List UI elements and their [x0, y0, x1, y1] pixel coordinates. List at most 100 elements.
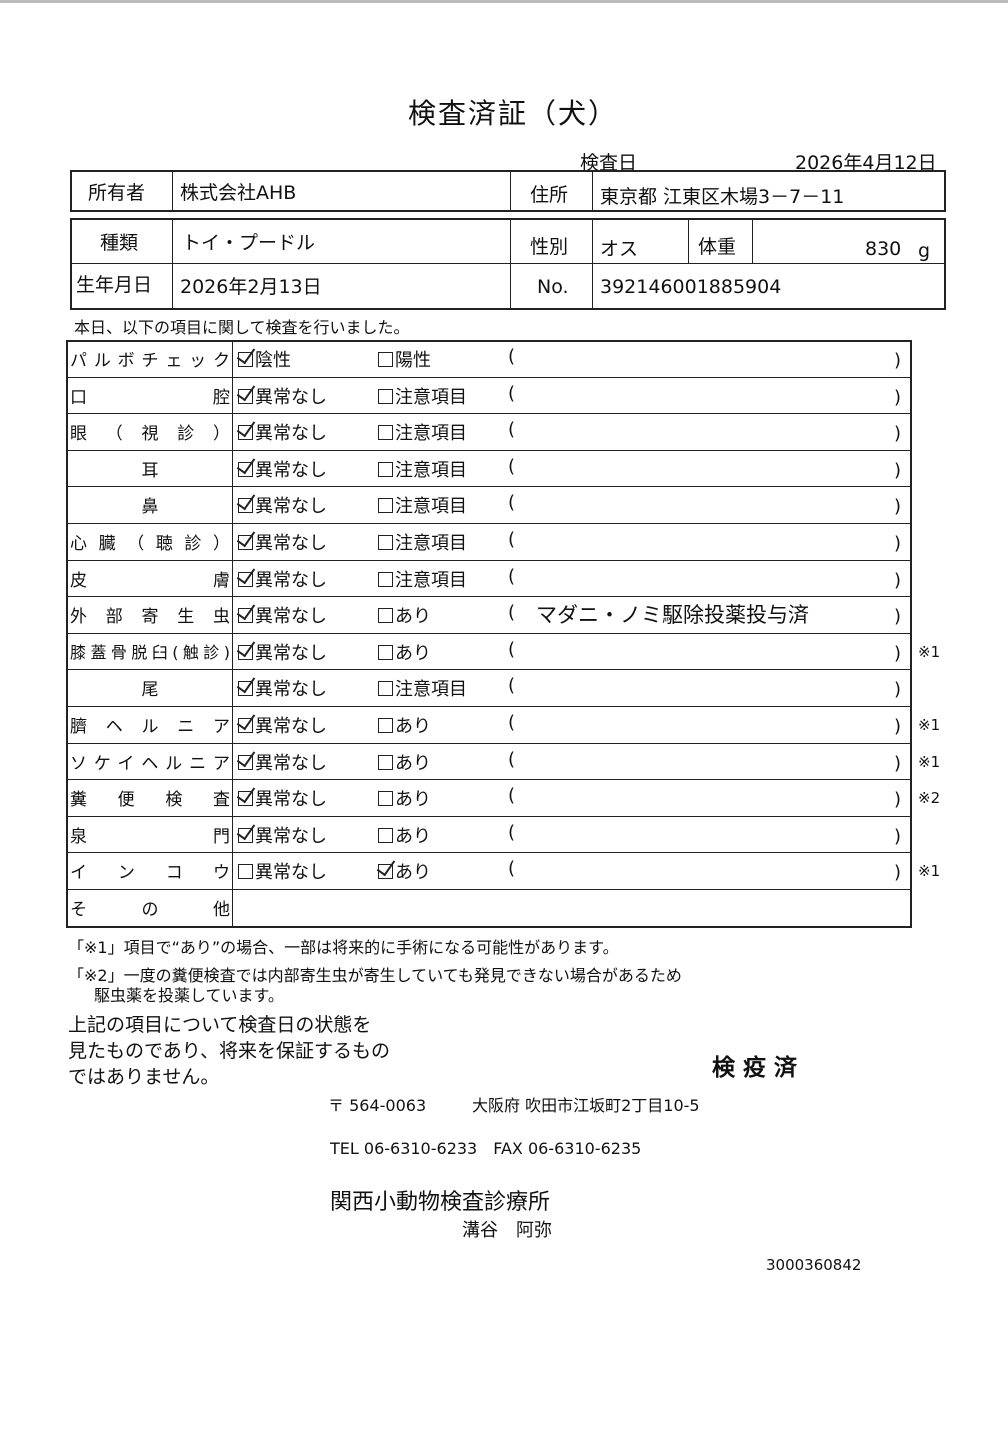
option-2[interactable]: あり	[378, 785, 431, 811]
inspected-stamp: 検 疫 済	[712, 1055, 798, 1081]
checkbox[interactable]	[378, 864, 393, 880]
checkbox[interactable]	[238, 754, 253, 770]
checkbox[interactable]	[378, 352, 393, 367]
option-1[interactable]: 異常なし	[238, 785, 327, 811]
checkbox[interactable]	[238, 718, 253, 733]
option-2[interactable]: あり	[378, 639, 431, 665]
divider	[232, 340, 233, 928]
option-1[interactable]: 異常なし	[238, 675, 327, 701]
option-2-label: あり	[395, 716, 431, 737]
checkbox[interactable]	[378, 571, 393, 587]
checkbox[interactable]	[238, 425, 253, 441]
option-2[interactable]: 陽性	[378, 346, 431, 372]
checkbox[interactable]	[238, 535, 253, 550]
divider	[592, 170, 593, 212]
divider	[66, 413, 910, 415]
option-1-label: 異常なし	[255, 752, 327, 774]
option-2[interactable]: 注意項目	[378, 492, 467, 518]
paren-close: )	[894, 752, 902, 774]
checkbox[interactable]	[378, 718, 393, 733]
option-2[interactable]: あり	[378, 602, 431, 628]
option-1[interactable]: 異常なし	[238, 602, 327, 628]
option-1[interactable]: 異常なし	[238, 529, 327, 555]
clinic-phone: TEL 06-6310-6233 FAX 06-6310-6235	[330, 1139, 642, 1158]
checkbox[interactable]	[378, 498, 393, 514]
note-mark: ※1	[918, 716, 941, 734]
note-mark: ※2	[918, 789, 941, 808]
item-label: パルボチェック	[70, 351, 230, 371]
option-1[interactable]: 異常なし	[238, 822, 327, 848]
paren-open: (	[508, 821, 516, 843]
option-1[interactable]: 異常なし	[238, 383, 327, 409]
paren-close: )	[894, 825, 902, 847]
option-2[interactable]: 注意項目	[378, 529, 467, 555]
option-2[interactable]: あり	[378, 749, 431, 775]
other-row: その他	[66, 889, 910, 925]
divider	[66, 852, 910, 854]
item-label: インコウ	[70, 863, 230, 884]
checkbox[interactable]	[238, 388, 253, 404]
birth-value: 2026年2月13日	[180, 276, 322, 298]
option-1[interactable]: 異常なし	[238, 712, 327, 738]
owner-box	[70, 170, 946, 212]
note-mark: ※1	[918, 752, 941, 771]
checkbox[interactable]	[378, 644, 393, 660]
option-2[interactable]: あり	[378, 712, 431, 738]
option-1[interactable]: 異常なし	[238, 566, 327, 592]
checkbox[interactable]	[238, 498, 253, 514]
option-2[interactable]: 注意項目	[378, 419, 467, 445]
option-2[interactable]: あり	[378, 822, 431, 848]
item-label: 糞便検査	[70, 790, 230, 811]
divider	[66, 669, 910, 671]
option-1-label: 異常なし	[255, 606, 327, 628]
checkbox[interactable]	[238, 827, 253, 843]
divider	[66, 596, 910, 598]
checkbox[interactable]	[238, 352, 253, 367]
option-1-label: 異常なし	[255, 496, 327, 518]
option-2-label: あり	[395, 862, 431, 884]
option-1[interactable]: 異常なし	[238, 749, 327, 775]
checkbox[interactable]	[378, 535, 393, 550]
checkbox[interactable]	[378, 461, 393, 477]
option-1[interactable]: 異常なし	[238, 419, 327, 445]
item-label: 外部寄生虫	[70, 607, 230, 628]
checkbox[interactable]	[238, 608, 253, 624]
checkbox[interactable]	[378, 388, 393, 404]
doctor-name: 溝谷 阿弥	[462, 1220, 552, 1241]
option-1-label: 異常なし	[255, 789, 327, 811]
paren-open: (	[508, 785, 516, 807]
option-2[interactable]: あり	[378, 858, 431, 884]
checkbox[interactable]	[238, 644, 253, 660]
checklist-row: 尾 異常なし 注意項目 ()	[66, 669, 910, 705]
option-2[interactable]: 注意項目	[378, 675, 467, 701]
checklist-row: 膝蓋骨脱臼(触診) 異常なし あり () ※1	[66, 632, 940, 669]
option-1[interactable]: 陰性	[238, 346, 291, 372]
item-label: 眼（視診）	[70, 424, 230, 445]
address-value: 東京都 江東区木場3－7－11	[600, 186, 845, 208]
option-2[interactable]: 注意項目	[378, 383, 467, 409]
checkbox[interactable]	[238, 681, 253, 697]
checkbox[interactable]	[378, 754, 393, 770]
sex-value: オス	[600, 238, 639, 260]
checkbox[interactable]	[238, 571, 253, 587]
option-1[interactable]: 異常なし	[238, 492, 327, 518]
option-1[interactable]: 異常なし	[238, 639, 327, 665]
disclaimer-line: ではありません。	[68, 1066, 220, 1088]
checkbox[interactable]	[378, 827, 393, 843]
checkbox[interactable]	[378, 608, 393, 624]
checkbox[interactable]	[238, 461, 253, 477]
checkbox[interactable]	[378, 425, 393, 441]
divider	[66, 742, 910, 744]
paren-close: )	[894, 789, 902, 811]
checkbox[interactable]	[378, 791, 393, 807]
checkbox[interactable]	[238, 791, 253, 807]
option-2[interactable]: 注意項目	[378, 456, 467, 482]
option-1[interactable]: 異常なし	[238, 858, 327, 884]
checklist-row: 皮膚 異常なし 注意項目 ()	[66, 559, 910, 596]
option-1[interactable]: 異常なし	[238, 456, 327, 482]
option-2[interactable]: 注意項目	[378, 566, 467, 592]
paren-close: )	[894, 350, 902, 371]
checkbox[interactable]	[378, 681, 393, 697]
checkbox[interactable]	[238, 864, 253, 880]
exam-date-label: 検査日	[580, 152, 638, 174]
